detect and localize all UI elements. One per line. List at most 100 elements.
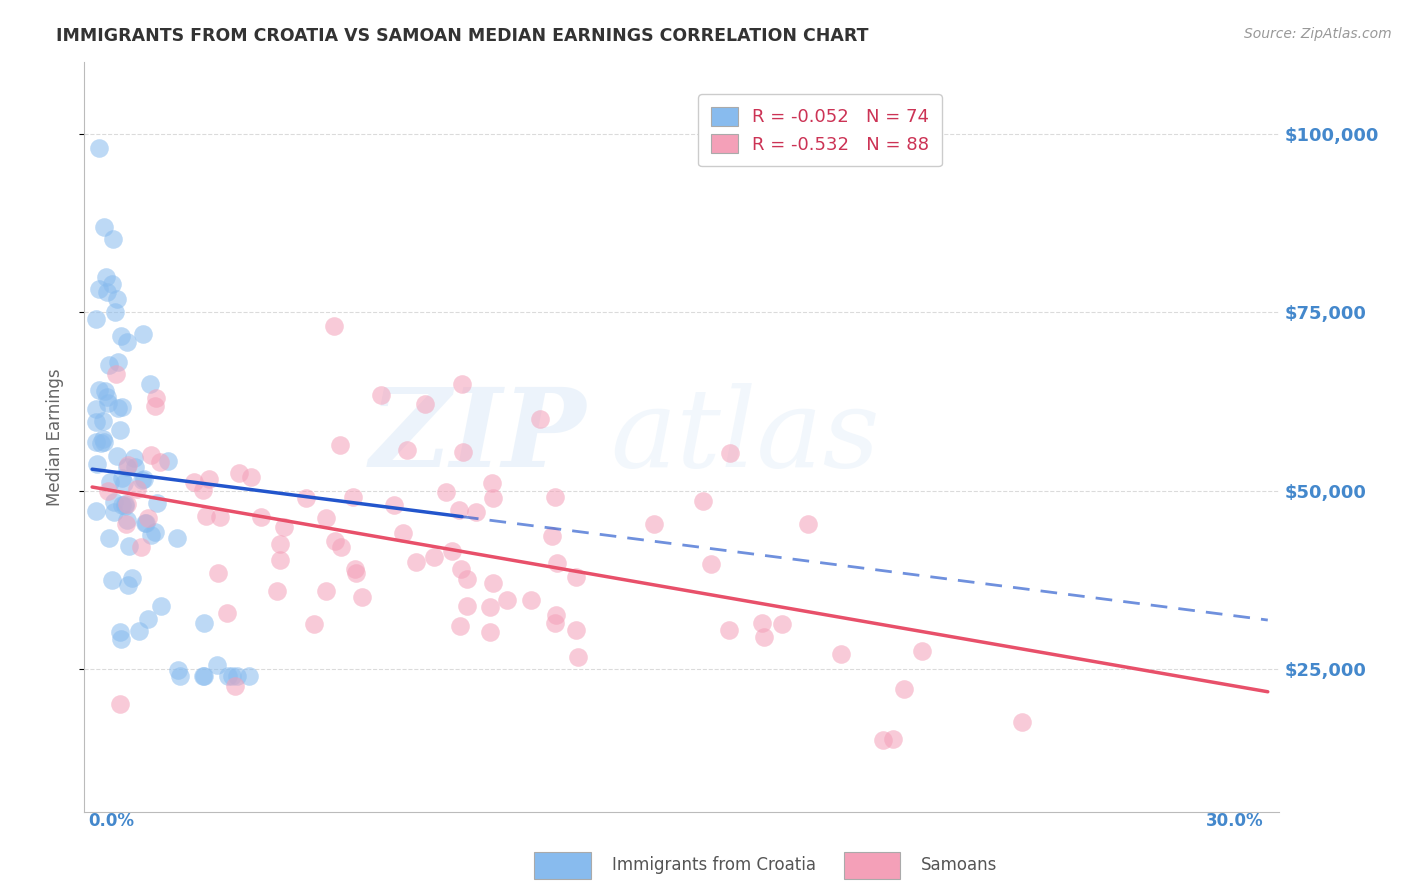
Point	[228, 466, 250, 480]
Point	[84, 434, 107, 449]
Point	[396, 443, 419, 458]
Point	[342, 490, 364, 504]
Point	[91, 414, 114, 428]
Point	[110, 424, 132, 438]
Text: Source: ZipAtlas.com: Source: ZipAtlas.com	[1244, 27, 1392, 41]
Point	[382, 498, 405, 512]
Point	[108, 698, 131, 712]
Point	[543, 615, 565, 630]
Point	[90, 436, 112, 450]
Text: ZIP: ZIP	[370, 384, 586, 491]
Point	[103, 505, 125, 519]
Point	[215, 606, 238, 620]
Point	[193, 615, 215, 630]
Point	[194, 508, 217, 523]
Point	[117, 578, 139, 592]
Text: IMMIGRANTS FROM CROATIA VS SAMOAN MEDIAN EARNINGS CORRELATION CHART: IMMIGRANTS FROM CROATIA VS SAMOAN MEDIAN…	[56, 27, 869, 45]
Point	[226, 669, 249, 683]
Point	[370, 388, 392, 402]
Point	[124, 460, 146, 475]
Point	[482, 491, 505, 506]
Text: 30.0%: 30.0%	[1206, 812, 1264, 830]
Point	[107, 355, 129, 369]
Point	[544, 490, 567, 504]
Point	[115, 496, 138, 510]
Point	[145, 392, 167, 406]
Point	[89, 141, 111, 155]
Point	[149, 455, 172, 469]
Point	[191, 483, 214, 498]
Point	[249, 510, 271, 524]
Point	[97, 396, 120, 410]
Point	[456, 573, 478, 587]
Point	[117, 458, 139, 473]
Point	[344, 566, 367, 580]
Point	[294, 491, 316, 505]
Point	[882, 731, 904, 746]
Point	[115, 516, 138, 531]
Point	[413, 397, 436, 411]
Point	[97, 483, 120, 498]
Point	[797, 516, 820, 531]
Point	[323, 534, 346, 549]
Point	[449, 619, 471, 633]
Point	[107, 401, 129, 416]
Point	[94, 269, 117, 284]
Point	[567, 649, 589, 664]
Point	[519, 593, 541, 607]
Point	[269, 553, 291, 567]
Point	[540, 529, 562, 543]
Point	[208, 509, 231, 524]
Point	[344, 562, 367, 576]
Point	[132, 326, 155, 341]
Point	[167, 663, 190, 677]
Point	[101, 573, 124, 587]
Point	[131, 473, 153, 487]
Point	[183, 475, 205, 489]
Point	[98, 358, 121, 372]
Point	[266, 584, 288, 599]
Point	[304, 616, 326, 631]
Point	[191, 669, 214, 683]
Point	[98, 475, 121, 490]
Point	[115, 513, 138, 527]
Point	[105, 292, 128, 306]
Point	[496, 592, 519, 607]
Point	[830, 647, 852, 661]
Point	[718, 624, 741, 638]
Point	[217, 669, 239, 683]
Point	[93, 433, 115, 447]
Point	[105, 450, 128, 464]
Point	[132, 471, 155, 485]
Point	[221, 669, 243, 683]
Point	[479, 625, 502, 640]
Point	[134, 516, 156, 531]
Point	[752, 630, 775, 644]
Point	[157, 454, 180, 468]
Point	[565, 570, 588, 584]
Point	[478, 600, 501, 615]
Point	[434, 484, 457, 499]
Point	[565, 623, 588, 637]
Point	[114, 499, 136, 513]
Point	[115, 459, 138, 474]
Text: 0.0%: 0.0%	[89, 812, 134, 830]
Legend: R = -0.052   N = 74, R = -0.532   N = 88: R = -0.052 N = 74, R = -0.532 N = 88	[697, 94, 942, 166]
FancyBboxPatch shape	[844, 852, 900, 879]
Point	[464, 504, 486, 518]
Point	[329, 438, 352, 452]
Point	[139, 448, 162, 462]
Point	[405, 556, 427, 570]
Point	[322, 319, 344, 334]
Point	[93, 219, 115, 234]
Point	[441, 544, 464, 558]
Point	[84, 402, 107, 417]
Point	[141, 528, 163, 542]
Point	[143, 525, 166, 540]
Point	[1011, 715, 1033, 730]
Point	[110, 624, 132, 639]
Point	[112, 475, 135, 490]
Point	[100, 277, 122, 291]
Point	[169, 669, 191, 683]
Point	[456, 599, 478, 614]
